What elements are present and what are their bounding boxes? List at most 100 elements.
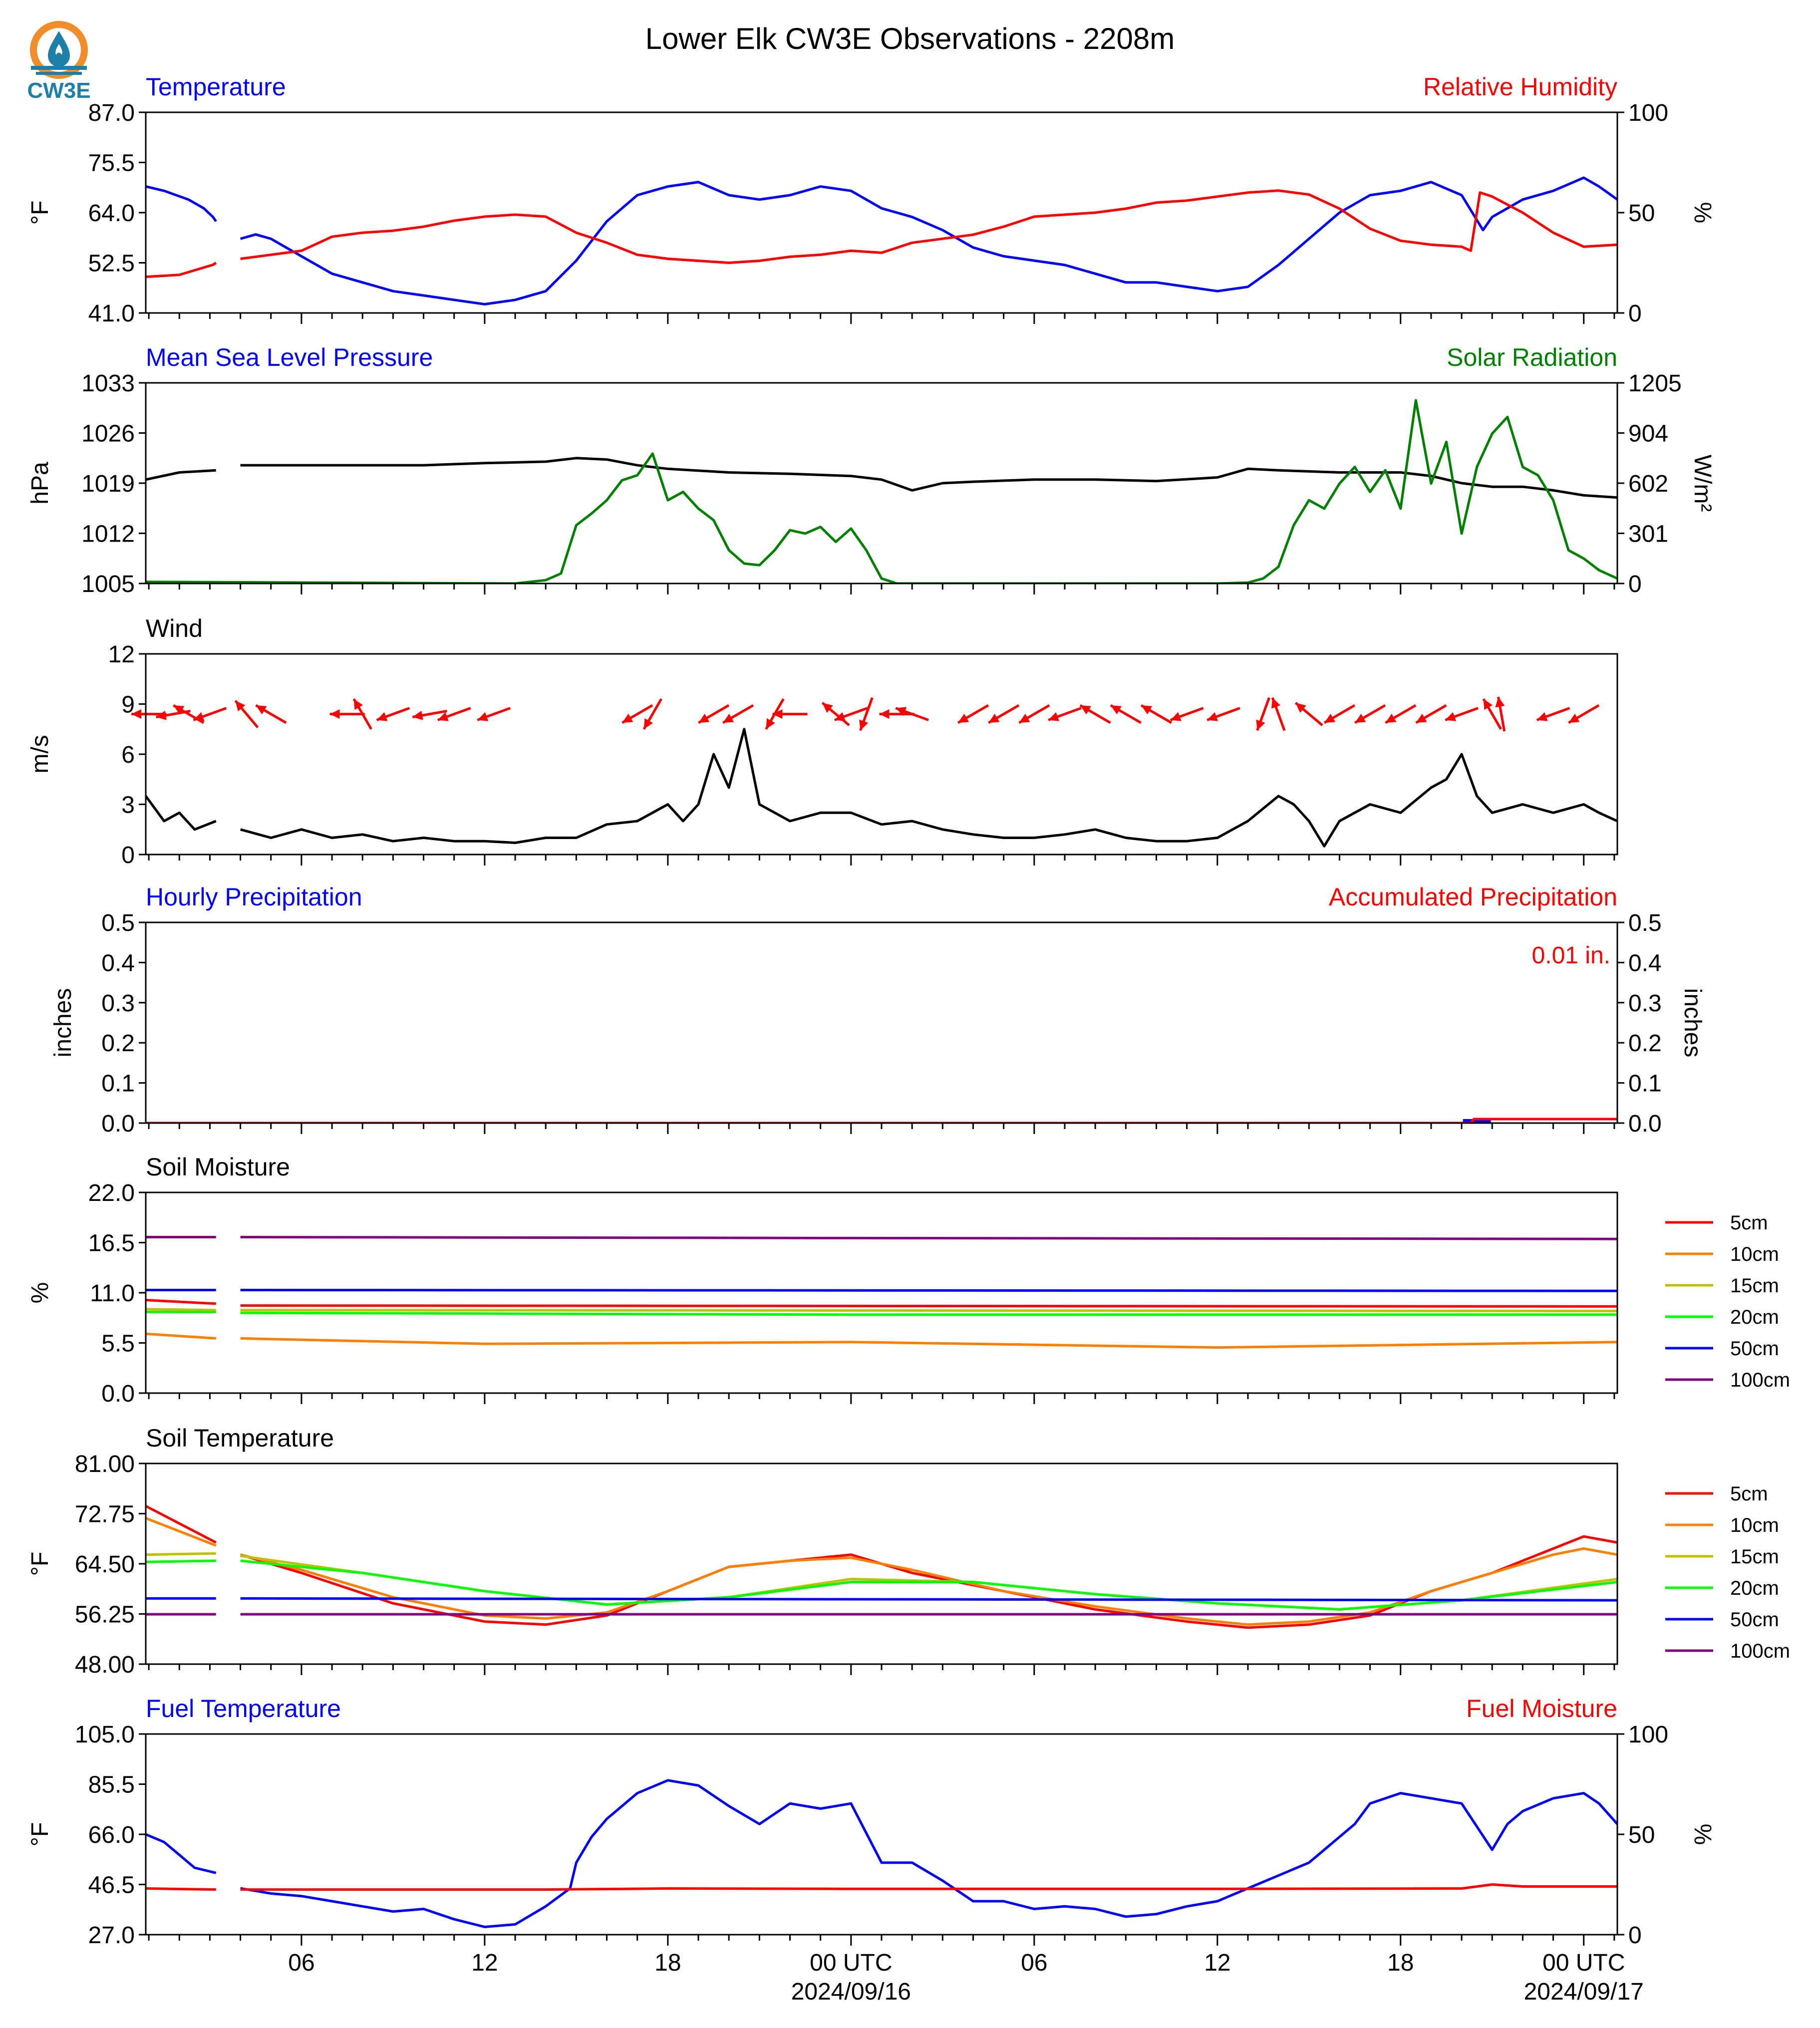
panel-title-right: Solar Radiation (1447, 343, 1617, 371)
y-left-tick-label: 0.2 (101, 1030, 135, 1057)
legend-label: 100cm (1730, 1369, 1790, 1391)
series-right-1 (146, 189, 1617, 279)
wind-arrow-32 (1256, 697, 1270, 731)
x-tick-label: 12 (1204, 1950, 1230, 1976)
y-label-left: °F (27, 1822, 53, 1847)
wind-arrow-19 (834, 707, 868, 721)
x-tick-label: 18 (1387, 1950, 1414, 1976)
series-right-1 (146, 1118, 1617, 1123)
series-right-1 (146, 1883, 1617, 1891)
panel-5: 48.00 56.25 64.50 72.75 81.00 Soil Temperatur… (27, 1424, 1790, 1678)
wind-arrow-3 (193, 707, 227, 721)
wind-arrow-40 (1482, 698, 1502, 730)
panel-title-left: Temperature (146, 73, 286, 101)
panel-2: 0 3 6 9 12 Wind m/s (27, 614, 1618, 869)
cw3e-logo: CW3E (27, 21, 91, 103)
panel-6-series (146, 1779, 1617, 1928)
y-left-tick-label: 5.5 (101, 1331, 135, 1357)
panel-4-series (146, 1236, 1617, 1349)
wind-arrow-29 (1140, 704, 1173, 724)
legend-label: 20cm (1730, 1577, 1779, 1599)
wind-arrow-7 (352, 698, 372, 730)
y-left-tick-label: 27.0 (88, 1922, 135, 1949)
series-20cm (146, 1559, 1617, 1611)
wind-arrow-41 (1495, 696, 1506, 732)
y-left-tick-label: 1019 (81, 471, 135, 497)
series-5cm (146, 1505, 1617, 1629)
wind-arrow-42 (1536, 707, 1570, 721)
panel-title-left: Soil Temperature (146, 1424, 334, 1452)
y-left-tick-label: 48.00 (75, 1652, 135, 1678)
y-left-tick-label: 72.75 (75, 1501, 135, 1528)
y-left-tick-label: 0.4 (101, 950, 135, 976)
wind-arrow-43 (1568, 704, 1600, 724)
legend-label: 50cm (1730, 1609, 1779, 1631)
panel-title-right: Accumulated Precipitation (1329, 883, 1617, 911)
y-label-left: °F (27, 201, 53, 225)
wind-arrow-6 (329, 709, 365, 719)
legend-label: 10cm (1730, 1243, 1779, 1265)
y-right-tick-label: 0.1 (1628, 1071, 1662, 1097)
y-left-tick-label: 64.0 (88, 200, 135, 227)
wind-arrow-36 (1354, 704, 1386, 724)
series-left-0 (146, 728, 1617, 848)
y-label-right: inches (1679, 988, 1706, 1058)
panel-0: 41.0 52.5 64.0 75.5 87.0 0 50 100 Temperature Rel… (27, 73, 1716, 327)
y-right-tick-label: 0.3 (1628, 990, 1662, 1017)
wind-arrow-9 (412, 710, 447, 720)
y-label-left: hPa (27, 462, 53, 505)
y-left-tick-label: 1012 (81, 521, 135, 548)
series-right-1 (146, 399, 1617, 583)
wind-arrow-26 (1048, 707, 1082, 721)
y-left-tick-label: 3 (121, 792, 135, 819)
cw3e-droplet-logo-icon (30, 21, 88, 79)
wind-arrow-38 (1415, 704, 1447, 724)
y-left-tick-label: 0.5 (101, 910, 135, 936)
y-left-tick-label: 46.5 (88, 1872, 135, 1899)
logo-text: CW3E (27, 78, 90, 103)
y-label-left: inches (50, 988, 76, 1058)
y-right-tick-label: 0.5 (1628, 910, 1662, 936)
panel-0-series (146, 176, 1617, 305)
panel-title-left: Mean Sea Level Pressure (146, 343, 433, 371)
x-axis: 06 12 18 00 UTC 06 12 18 00 UTC 2024/09/16 2024/0… (288, 1950, 1644, 2005)
y-right-tick-label: 0.0 (1628, 1111, 1662, 1137)
y-left-tick-label: 0.0 (101, 1111, 135, 1137)
wind-arrow-11 (477, 707, 511, 721)
panel-title-right: Relative Humidity (1423, 73, 1617, 101)
legend-label: 5cm (1730, 1212, 1768, 1234)
wind-arrow-20 (859, 697, 874, 731)
panel-4: 0.0 5.5 11.0 16.5 22.0 Soil Moisture% 5cm 10cm 1… (27, 1153, 1790, 1407)
y-label-left: °F (27, 1552, 53, 1576)
y-left-tick-label: 22.0 (88, 1180, 135, 1206)
y-left-tick-label: 16.5 (88, 1230, 135, 1257)
legend: 5cm 10cm 15cm 20cm 50cm 100cm (1665, 1212, 1790, 1391)
y-right-tick-label: 0 (1628, 1922, 1642, 1949)
panel-title-left: Wind (146, 614, 203, 642)
wind-arrow-4 (234, 700, 259, 729)
y-right-tick-label: 0 (1628, 300, 1642, 327)
y-right-tick-label: 100 (1628, 1722, 1668, 1748)
wind-arrow-5 (255, 704, 287, 724)
x-tick-label: 18 (654, 1950, 681, 1976)
y-left-tick-label: 1033 (81, 370, 135, 397)
y-right-tick-label: 602 (1628, 471, 1668, 497)
y-right-tick-label: 0.2 (1628, 1030, 1662, 1057)
y-left-tick-label: 75.5 (88, 150, 135, 177)
series-100cm (146, 1236, 1617, 1240)
wind-arrow-31 (1207, 707, 1240, 721)
wind-arrow-13 (642, 698, 662, 730)
figure-title: Lower Elk CW3E Observations - 2208m (645, 22, 1175, 55)
y-left-tick-label: 87.0 (88, 100, 135, 126)
legend: 5cm 10cm 15cm 20cm 50cm 100cm (1665, 1483, 1790, 1662)
y-label-right: W/m² (1689, 455, 1716, 512)
y-left-tick-label: 105.0 (75, 1722, 135, 1748)
wind-arrow-28 (1110, 704, 1142, 724)
legend-label: 10cm (1730, 1514, 1779, 1536)
y-left-tick-label: 66.0 (88, 1822, 135, 1848)
wind-arrow-35 (1323, 704, 1355, 724)
x-tick-label: 06 (1021, 1950, 1047, 1976)
y-left-tick-label: 1026 (81, 421, 135, 447)
accumulated-precip-label: 0.01 in. (1532, 942, 1610, 969)
